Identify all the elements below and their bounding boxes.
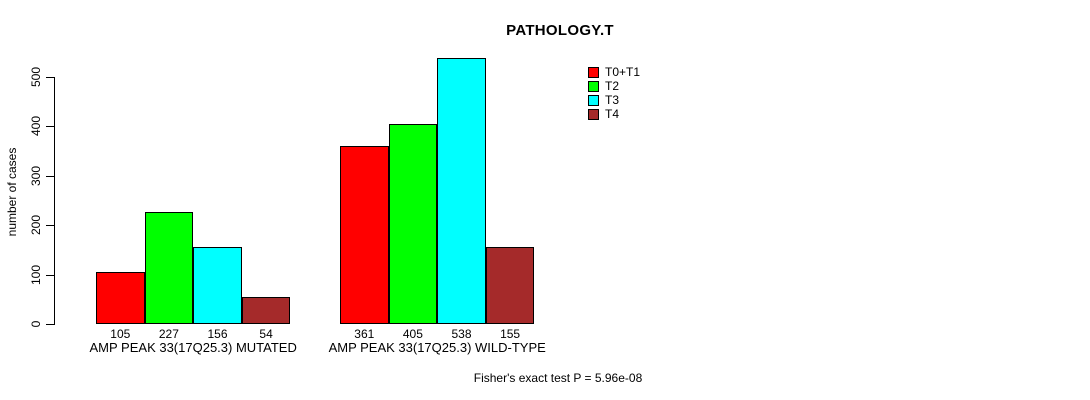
y-axis-label: number of cases bbox=[5, 147, 19, 237]
bar-t4 bbox=[241, 297, 291, 324]
legend-label: T4 bbox=[605, 107, 620, 121]
y-axis-tick-label: 300 bbox=[29, 165, 43, 186]
bar-value-label: 227 bbox=[158, 327, 179, 341]
bar-t4 bbox=[485, 247, 535, 324]
bar-t3 bbox=[193, 246, 242, 324]
bar-value-label: 361 bbox=[354, 327, 375, 341]
y-axis-line bbox=[54, 77, 55, 325]
legend-swatch bbox=[588, 94, 599, 106]
legend-item: T2 bbox=[588, 79, 640, 93]
bar-t2 bbox=[144, 211, 194, 324]
y-axis-tick bbox=[46, 324, 54, 325]
x-group-label: AMP PEAK 33(17Q25.3) MUTATED bbox=[89, 340, 297, 355]
legend-swatch bbox=[588, 66, 599, 78]
bar-t3 bbox=[437, 58, 486, 324]
bar-t2 bbox=[388, 123, 438, 324]
chart-title: PATHOLOGY.T bbox=[506, 22, 614, 39]
legend-label: T0+T1 bbox=[605, 65, 641, 79]
legend-item: T3 bbox=[588, 93, 640, 107]
bar-value-label: 538 bbox=[451, 327, 472, 341]
legend-label: T2 bbox=[605, 79, 620, 93]
legend: T0+T1 T2 T3 T4 bbox=[588, 65, 640, 121]
bar-t0-t1 bbox=[96, 272, 145, 324]
legend-label: T3 bbox=[605, 93, 620, 107]
y-axis-tick bbox=[46, 77, 54, 78]
annotation-text: Fisher's exact test P = 5.96e-08 bbox=[473, 371, 643, 385]
legend-swatch bbox=[588, 108, 599, 120]
y-axis-tick-label: 200 bbox=[29, 215, 43, 236]
bar-value-label: 156 bbox=[207, 327, 228, 341]
bar-value-label: 54 bbox=[259, 327, 273, 341]
y-axis-tick bbox=[46, 175, 54, 177]
legend-swatch bbox=[588, 80, 599, 92]
bar-value-label: 405 bbox=[402, 327, 423, 341]
y-axis-tick-label: 400 bbox=[29, 116, 43, 137]
legend-item: T4 bbox=[588, 107, 640, 121]
y-axis-tick-label: 500 bbox=[29, 66, 43, 88]
y-axis-tick bbox=[46, 274, 54, 276]
bar-value-label: 155 bbox=[500, 327, 521, 341]
legend-item: T0+T1 bbox=[588, 65, 640, 79]
bar-t0-t1 bbox=[340, 145, 389, 324]
y-axis-tick-label: 100 bbox=[29, 264, 43, 285]
y-axis-tick bbox=[46, 225, 54, 227]
y-axis-tick bbox=[46, 126, 54, 128]
y-axis-tick-label: 0 bbox=[29, 320, 43, 328]
x-group-label: AMP PEAK 33(17Q25.3) WILD-TYPE bbox=[328, 340, 546, 355]
bar-value-label: 105 bbox=[110, 327, 131, 341]
